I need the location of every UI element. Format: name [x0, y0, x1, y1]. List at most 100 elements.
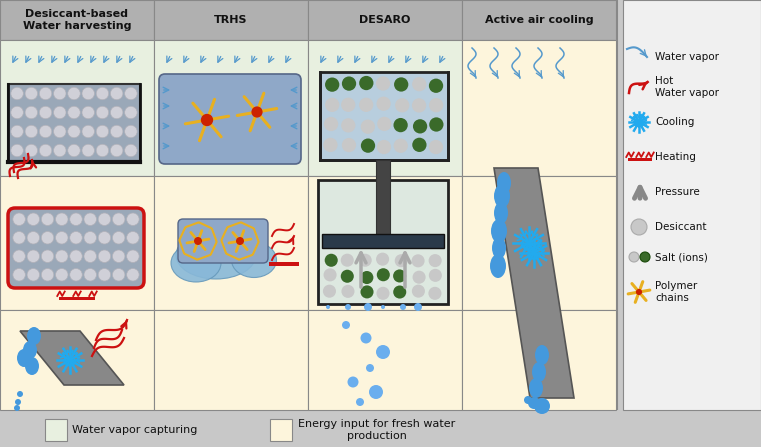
- Text: Water vapor capturing: Water vapor capturing: [72, 425, 197, 435]
- Bar: [45, 419, 67, 441]
- Circle shape: [342, 138, 356, 152]
- Circle shape: [376, 253, 389, 266]
- Circle shape: [15, 399, 21, 405]
- Circle shape: [53, 125, 66, 138]
- Circle shape: [14, 405, 20, 411]
- Bar: [8, 84, 140, 162]
- Circle shape: [98, 232, 110, 244]
- Circle shape: [11, 106, 24, 119]
- Circle shape: [82, 125, 94, 138]
- Circle shape: [341, 97, 355, 112]
- Circle shape: [356, 398, 364, 406]
- Circle shape: [361, 119, 375, 134]
- Circle shape: [68, 144, 80, 157]
- Circle shape: [11, 144, 24, 157]
- Circle shape: [25, 106, 37, 119]
- Bar: [320, 72, 448, 160]
- Bar: [269, 262, 299, 266]
- Circle shape: [358, 254, 371, 267]
- Bar: [623, 0, 761, 410]
- Circle shape: [377, 287, 390, 300]
- Circle shape: [342, 321, 350, 329]
- Text: Water vapor: Water vapor: [655, 52, 719, 62]
- Circle shape: [13, 269, 25, 281]
- Bar: [322, 234, 444, 248]
- Polygon shape: [494, 168, 574, 398]
- Circle shape: [13, 213, 25, 225]
- Circle shape: [56, 213, 68, 225]
- Bar: [628, 158, 652, 161]
- Circle shape: [113, 250, 125, 262]
- Bar: [308, 176, 462, 310]
- Ellipse shape: [494, 184, 510, 208]
- Circle shape: [342, 76, 356, 91]
- Circle shape: [413, 119, 427, 134]
- Circle shape: [70, 269, 82, 281]
- Circle shape: [429, 118, 444, 132]
- Circle shape: [41, 250, 54, 262]
- Circle shape: [41, 269, 54, 281]
- Circle shape: [11, 125, 24, 138]
- Circle shape: [629, 252, 639, 262]
- Circle shape: [341, 253, 354, 267]
- Circle shape: [345, 304, 351, 310]
- Circle shape: [53, 87, 66, 100]
- Circle shape: [82, 106, 94, 119]
- Circle shape: [414, 303, 422, 311]
- Circle shape: [360, 271, 374, 284]
- Circle shape: [40, 106, 52, 119]
- Circle shape: [113, 269, 125, 281]
- Circle shape: [96, 106, 109, 119]
- Circle shape: [348, 376, 358, 388]
- Circle shape: [70, 250, 82, 262]
- Bar: [0, 0, 617, 410]
- Ellipse shape: [491, 219, 507, 243]
- Circle shape: [534, 398, 550, 414]
- Bar: [462, 176, 616, 310]
- Circle shape: [361, 139, 375, 153]
- Ellipse shape: [27, 327, 41, 345]
- Circle shape: [377, 268, 390, 281]
- Circle shape: [84, 250, 97, 262]
- Circle shape: [376, 76, 390, 91]
- Circle shape: [364, 303, 372, 311]
- Ellipse shape: [176, 231, 256, 279]
- Circle shape: [27, 213, 40, 225]
- Circle shape: [11, 87, 24, 100]
- Circle shape: [70, 213, 82, 225]
- Circle shape: [428, 140, 443, 154]
- Circle shape: [326, 305, 330, 309]
- Circle shape: [96, 125, 109, 138]
- Bar: [0, 310, 154, 410]
- Ellipse shape: [492, 237, 506, 259]
- Text: Salt (ions): Salt (ions): [655, 252, 708, 262]
- Circle shape: [84, 269, 97, 281]
- Circle shape: [429, 98, 444, 112]
- Circle shape: [110, 125, 123, 138]
- Text: Cooling: Cooling: [655, 117, 694, 127]
- Circle shape: [429, 79, 443, 93]
- Text: Active air cooling: Active air cooling: [485, 15, 594, 25]
- Bar: [59, 297, 95, 300]
- Circle shape: [325, 98, 339, 112]
- Text: Pressure: Pressure: [655, 187, 700, 197]
- Bar: [0, 410, 761, 447]
- Circle shape: [113, 213, 125, 225]
- Circle shape: [84, 232, 97, 244]
- Circle shape: [70, 232, 82, 244]
- Circle shape: [325, 77, 339, 92]
- Circle shape: [251, 106, 263, 118]
- Text: Heating: Heating: [655, 152, 696, 162]
- Text: Desiccant-based
Water harvesting: Desiccant-based Water harvesting: [23, 9, 131, 31]
- Bar: [308, 0, 462, 40]
- Ellipse shape: [497, 172, 511, 194]
- Circle shape: [40, 144, 52, 157]
- Ellipse shape: [532, 362, 546, 382]
- Bar: [154, 40, 308, 176]
- Ellipse shape: [529, 378, 543, 398]
- Circle shape: [412, 138, 427, 152]
- Circle shape: [376, 345, 390, 359]
- Circle shape: [323, 138, 338, 152]
- Circle shape: [524, 396, 532, 404]
- Circle shape: [84, 213, 97, 225]
